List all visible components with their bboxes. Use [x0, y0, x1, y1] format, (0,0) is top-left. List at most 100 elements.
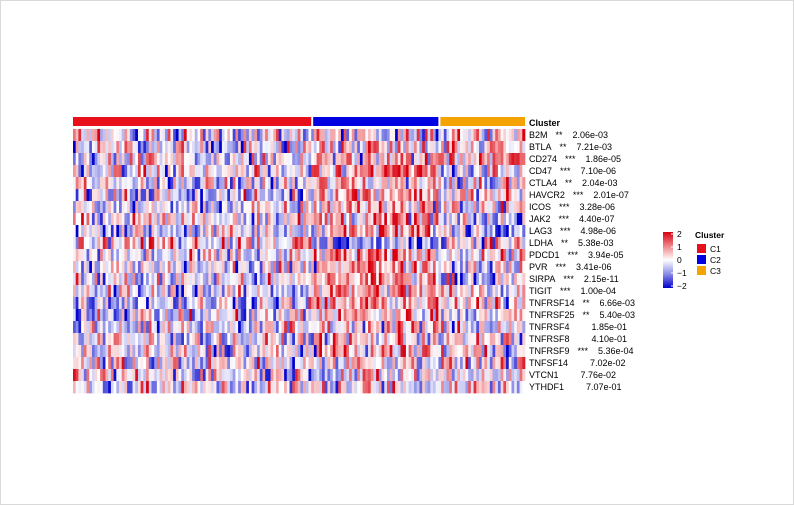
- heatmap-cell: [470, 153, 474, 166]
- heatmap-cell: [75, 141, 79, 154]
- heatmap-cell: [91, 213, 96, 226]
- heatmap-cell: [316, 225, 320, 238]
- gene-name: TNFRSF8: [529, 334, 570, 344]
- heatmap-cell: [340, 213, 345, 226]
- heatmap-cell: [211, 297, 215, 310]
- heatmap-cell: [154, 261, 158, 274]
- heatmap-cell: [154, 165, 158, 178]
- heatmap-cell: [305, 297, 309, 310]
- heatmap-cell: [365, 369, 369, 382]
- heatmap-cell: [235, 381, 239, 394]
- heatmap-cell: [378, 141, 382, 154]
- heatmap-cell: [121, 141, 125, 154]
- heatmap-cell: [357, 333, 361, 346]
- heatmap-cell: [289, 333, 293, 346]
- heatmap-cell: [322, 309, 326, 322]
- heatmap-cell: [143, 213, 147, 226]
- heatmap-cell: [267, 237, 271, 250]
- heatmap-cell: [94, 345, 98, 358]
- heatmap-cell: [465, 213, 469, 226]
- heatmap-cell: [370, 165, 374, 178]
- heatmap-cell: [395, 249, 399, 262]
- heatmap-cell: [487, 357, 491, 370]
- p-value: 5.36e-04: [598, 346, 634, 356]
- heatmap-cell: [395, 273, 399, 286]
- heatmap-cell: [243, 345, 247, 358]
- heatmap-cell: [200, 153, 204, 166]
- heatmap-cell: [108, 237, 112, 250]
- heatmap-cell: [430, 285, 434, 298]
- heatmap-cell: [165, 309, 169, 322]
- heatmap-cell: [414, 285, 418, 298]
- heatmap-cell: [205, 357, 209, 370]
- heatmap-cell: [173, 261, 177, 274]
- heatmap-cell: [451, 369, 455, 382]
- heatmap-cell: [273, 369, 277, 382]
- heatmap-cell: [465, 249, 469, 262]
- heatmap-cell: [216, 297, 220, 310]
- heatmap-cell: [178, 225, 182, 238]
- heatmap-cell: [257, 249, 261, 262]
- heatmap-cell: [335, 321, 339, 334]
- heatmap-cell: [202, 381, 206, 394]
- heatmap-cell: [386, 201, 391, 214]
- heatmap-cell: [441, 345, 445, 358]
- heatmap-cell: [229, 141, 234, 154]
- heatmap-cell: [470, 369, 474, 382]
- heatmap-cell: [148, 369, 152, 382]
- heatmap-cell: [75, 165, 79, 178]
- heatmap-cell: [121, 261, 125, 274]
- heatmap-cell: [156, 345, 160, 358]
- heatmap-cell: [359, 297, 363, 310]
- heatmap-cell: [202, 201, 206, 214]
- heatmap-cell: [75, 381, 79, 394]
- heatmap-cell: [389, 345, 393, 358]
- heatmap-cell: [197, 189, 201, 202]
- heatmap-cell: [232, 285, 236, 298]
- heatmap-cell: [462, 273, 466, 286]
- heatmap-cell: [137, 237, 142, 250]
- heatmap-cell: [146, 297, 150, 310]
- heatmap-cell: [240, 249, 244, 262]
- heatmap-cell: [292, 129, 296, 142]
- heatmap-cell: [156, 249, 160, 262]
- heatmap-cell: [308, 165, 312, 178]
- heatmap-cell: [137, 177, 142, 190]
- heatmap-cell: [305, 345, 309, 358]
- heatmap-cell: [378, 381, 382, 394]
- heatmap-cell: [297, 369, 301, 382]
- heatmap-cell: [254, 201, 258, 214]
- heatmap-cell: [281, 249, 285, 262]
- heatmap-cell: [181, 297, 185, 310]
- heatmap-cell: [116, 141, 120, 154]
- heatmap-cell: [175, 141, 179, 154]
- gene-name: SIRPA: [529, 274, 555, 284]
- heatmap-cell: [522, 273, 526, 286]
- heatmap-cell: [146, 273, 150, 286]
- heatmap-cell: [438, 345, 442, 358]
- heatmap-cell: [119, 357, 123, 370]
- heatmap-cell: [205, 129, 209, 142]
- heatmap-cell: [86, 213, 90, 226]
- heatmap-cell: [484, 381, 488, 394]
- heatmap-cell: [140, 309, 144, 322]
- heatmap-cell: [470, 165, 474, 178]
- heatmap-cell: [508, 177, 512, 190]
- heatmap-cell: [343, 249, 347, 262]
- heatmap-cell: [481, 321, 485, 334]
- heatmap-cell: [313, 261, 317, 274]
- heatmap-cell: [332, 321, 336, 334]
- heatmap-cell: [202, 309, 206, 322]
- heatmap-cell: [441, 189, 445, 202]
- heatmap-cell: [386, 333, 391, 346]
- heatmap-cell: [132, 213, 136, 226]
- heatmap-cell: [473, 165, 477, 178]
- heatmap-cell: [200, 237, 204, 250]
- heatmap-cell: [487, 261, 491, 274]
- heatmap-cell: [175, 321, 179, 334]
- heatmap-cell: [91, 189, 96, 202]
- heatmap-cell: [365, 285, 369, 298]
- heatmap-cell: [497, 285, 501, 298]
- heatmap-cell: [373, 357, 377, 370]
- heatmap-cell: [470, 321, 474, 334]
